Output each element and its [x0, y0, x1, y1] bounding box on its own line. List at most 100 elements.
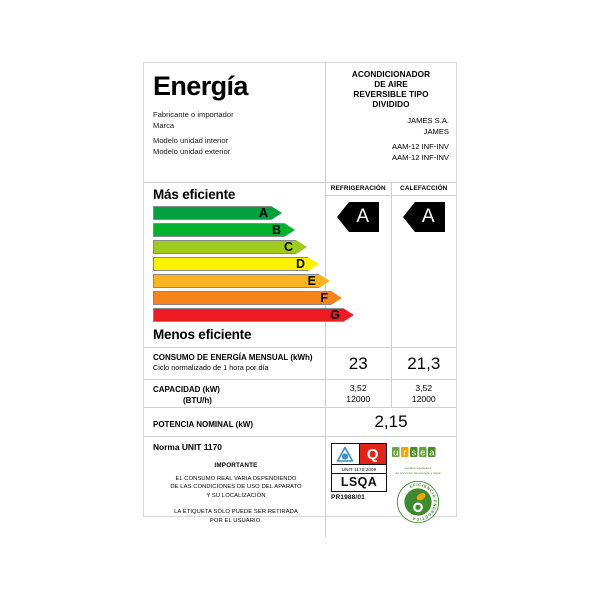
model-indoor-label: Modelo unidad interior [153, 136, 229, 145]
svg-text:r: r [403, 448, 406, 459]
svg-text:a: a [429, 448, 435, 459]
efficiency-bar-f: F [153, 291, 342, 306]
bar-body: G [153, 307, 354, 322]
consumo-heating-cell: 21,3 [390, 348, 457, 379]
efficiency-bar-d: D [153, 257, 325, 272]
capacidad-labels: CAPACIDAD (kW) (BTU/h) [144, 380, 325, 407]
footer-right: Q UNIT 1170:2009 LSQA PR1988/01 u [325, 437, 456, 537]
capacidad-kw-cooling: 3,52 [349, 382, 367, 393]
lsqa-q-mark: Q [359, 444, 386, 464]
manufacturer-value: JAMES S.A. [407, 116, 449, 125]
rating-column-cooling: REFRIGERACIÓN A [326, 183, 391, 347]
importante-line-1: EL CONSUMO REAL VARIA DEPENDIENDO [175, 476, 297, 482]
bar-tip [296, 240, 307, 254]
efficiency-seal-icon: EFICIENCIA ENERGÉTICA [396, 480, 440, 524]
importante-heading: IMPORTANTE [214, 462, 258, 469]
lsqa-name: LSQA [340, 475, 378, 489]
footer-left: Norma UNIT 1170 IMPORTANTE EL CONSUMO RE… [144, 437, 325, 537]
model-indoor-value: AAM-12 INF-INV [392, 142, 449, 151]
cooling-class-letter: A [356, 206, 370, 228]
certification-marks: Q UNIT 1170:2009 LSQA PR1988/01 u [331, 443, 452, 524]
model-outdoor-value: AAM-12 INF-INV [392, 152, 449, 162]
product-type-line-1: ACONDICIONADOR [351, 70, 431, 79]
importante-line-5: POR EL USUARIO. [209, 517, 263, 524]
heating-rating-arrow: A [392, 196, 457, 232]
heating-header: CALEFACCIÓN [391, 185, 456, 196]
bar-body: B [153, 222, 295, 237]
bar-body: D [153, 256, 319, 271]
bar-tip [331, 291, 342, 305]
bar-letter: B [271, 222, 281, 237]
consumo-label: CONSUMO DE ENERGÍA MENSUAL (kWh) [153, 353, 313, 362]
efficiency-seal: EFICIENCIA ENERGÉTICA [392, 480, 444, 524]
row-capacidad: CAPACIDAD (kW) (BTU/h) 3,52 12000 3,52 1… [144, 380, 456, 408]
bar-body: F [153, 290, 342, 305]
rating-column-heating: CALEFACCIÓN A [390, 183, 457, 347]
bar-letter: F [320, 290, 328, 305]
bar-body: A [153, 205, 282, 220]
consumo-heating-value: 21,3 [407, 353, 441, 373]
arrow-left-icon [337, 202, 380, 232]
most-efficient-label: Más eficiente [153, 187, 236, 202]
product-values: JAMES S.A. JAMES AAM-12 INF-INV AAM-12 I… [333, 116, 449, 163]
bar-tip [284, 223, 295, 237]
page-title: Energía [153, 71, 248, 101]
importante-line-4: LA ETIQUETA SÓLO PUEDE SER RETIRADA [174, 509, 298, 516]
ursea-subtitle-1: unidad reguladora [404, 466, 432, 470]
importante-line-3: Y SU LOCALIZACIÓN [206, 492, 266, 499]
model-outdoor-label: Modelo unidad exterior [153, 146, 231, 156]
svg-text:s: s [411, 448, 416, 459]
row-potencia: POTENCIA NOMINAL (kW) 2,15 [144, 408, 456, 437]
bar-body: E [153, 273, 330, 288]
capacidad-values: 3,52 12000 3,52 12000 [325, 380, 456, 407]
bar-letter: A [258, 205, 268, 220]
energy-label: Energía Fabricante o importador Marca Mo… [143, 62, 457, 537]
brand-value: JAMES [423, 126, 449, 136]
capacidad-heating-cell: 3,52 12000 [390, 380, 457, 407]
manufacturer-label: Fabricante o importador [153, 110, 234, 119]
rating-columns: REFRIGERACIÓN A CALEFACCIÓN [325, 183, 456, 347]
product-type-line-4: DIVIDIDO [372, 100, 410, 109]
bar-tip [319, 274, 330, 288]
bar-letter: C [283, 239, 293, 254]
consumo-cooling-value: 23 [348, 353, 368, 373]
consumo-labels: CONSUMO DE ENERGÍA MENSUAL (kWh) Ciclo n… [144, 348, 325, 379]
capacidad-kw-heating: 3,52 [415, 382, 433, 393]
bar-tip [271, 206, 282, 220]
potencia-value: 2,15 [374, 412, 408, 431]
footer-section: Norma UNIT 1170 IMPORTANTE EL CONSUMO RE… [144, 437, 456, 537]
product-type-line-2: DE AIRE [374, 80, 408, 89]
consumo-sublabel: Ciclo normalizado de 1 hora por día [153, 363, 269, 372]
capacidad-btu-heating: 12000 [411, 393, 436, 404]
header-left: Energía Fabricante o importador Marca Mo… [144, 63, 325, 182]
capacidad-btu-cooling: 12000 [346, 393, 371, 404]
least-efficient-label: Menos eficiente [153, 327, 252, 342]
brand-label: Marca [153, 120, 175, 130]
consumo-cooling-cell: 23 [326, 348, 391, 379]
efficiency-bar-g: G [153, 308, 354, 323]
lsqa-code: PR1988/01 [331, 494, 365, 501]
header-right: ACONDICIONADOR DE AIRE REVERSIBLE TIPO D… [325, 63, 456, 182]
potencia-values: 2,15 [325, 408, 456, 436]
bar-tip [308, 257, 319, 271]
heating-class-letter: A [421, 206, 435, 228]
bar-letter: G [330, 307, 340, 322]
potencia-labels: POTENCIA NOMINAL (kW) [144, 408, 325, 436]
efficiency-bar-a: A [153, 206, 325, 221]
svg-text:u: u [393, 448, 398, 459]
cooling-header: REFRIGERACIÓN [326, 185, 391, 196]
norma-label: Norma UNIT 1170 [153, 442, 222, 452]
row-consumo: CONSUMO DE ENERGÍA MENSUAL (kWh) Ciclo n… [144, 348, 456, 380]
consumo-values: 23 21,3 [325, 348, 456, 379]
bar-letter: E [307, 273, 316, 288]
ursea-logo-icon: u r s e a [392, 447, 436, 459]
bar-letter: D [295, 256, 305, 271]
ursea-subtitle-2: de servicios de energía y agua [395, 471, 441, 475]
capacidad-label: CAPACIDAD (kW) [153, 385, 220, 394]
efficiency-bar-c: C [153, 240, 325, 255]
product-type-line-3: REVERSIBLE TIPO [353, 90, 429, 99]
lsqa-unit-standard: UNIT 1170:2009 [332, 464, 386, 474]
